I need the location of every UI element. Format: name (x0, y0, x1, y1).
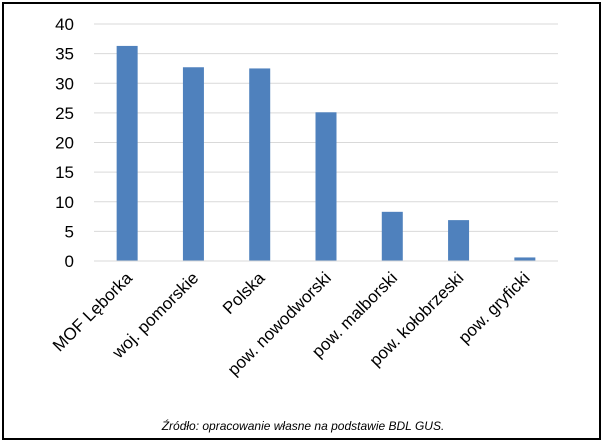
y-tick-label: 15 (55, 163, 74, 182)
x-category-label: Polska (219, 268, 269, 318)
y-tick-label: 40 (55, 15, 74, 34)
source-note: Źródło: opracowanie własne na podstawie … (161, 419, 445, 433)
bar (182, 67, 204, 261)
x-category-label: pow. gryficki (455, 268, 534, 347)
y-tick-label: 5 (65, 222, 74, 241)
y-tick-label: 0 (65, 252, 74, 271)
y-tick-label: 25 (55, 104, 74, 123)
bar (381, 211, 403, 261)
chart-frame (2, 2, 601, 440)
bar (514, 257, 536, 261)
bar (249, 68, 271, 261)
bar (448, 220, 470, 261)
y-axis-tick-labels: 0 5 10 15 20 25 30 35 40 (55, 15, 74, 271)
y-tick-label: 35 (55, 45, 74, 64)
bar (116, 45, 138, 261)
y-tick-label: 20 (55, 134, 74, 153)
bars (116, 45, 536, 261)
y-tick-label: 10 (55, 193, 74, 212)
y-tick-label: 30 (55, 74, 74, 93)
bar (315, 112, 337, 261)
